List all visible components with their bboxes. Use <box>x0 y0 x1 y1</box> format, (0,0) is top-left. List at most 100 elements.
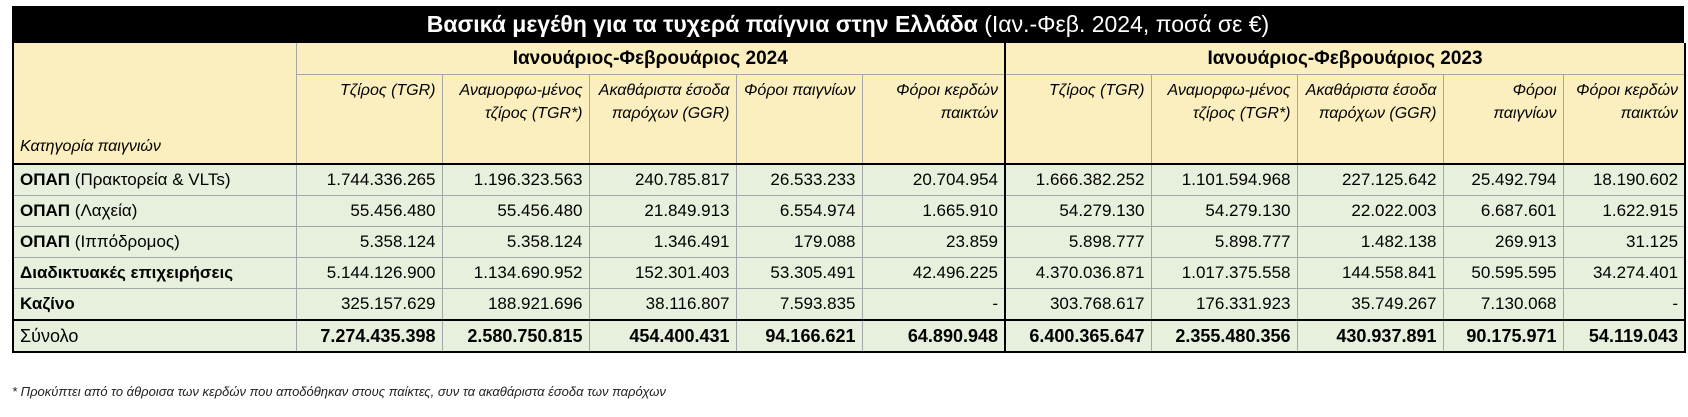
col-header: Φόροι κερδών παικτών <box>862 74 1006 165</box>
cell: 1.134.690.952 <box>442 257 590 289</box>
cell: 269.913 <box>1443 226 1564 258</box>
total-label: Σύνολο <box>13 320 297 352</box>
cell: 240.785.817 <box>589 164 737 196</box>
col-header: Αναμορφω-μένος τζίρος (TGR*) <box>1151 74 1298 165</box>
cell: 53.305.491 <box>736 257 863 289</box>
table-row: Καζίνο 325.157.629 188.921.696 38.116.80… <box>13 288 1686 321</box>
cell: 1.665.910 <box>862 195 1006 227</box>
col-header: Φόροι παιγνίων <box>1443 74 1564 165</box>
total-cell: 54.119.043 <box>1563 320 1686 352</box>
row-label-bold: Διαδικτυακές επιχειρήσεις <box>20 263 234 282</box>
row-label-bold: ΟΠΑΠ <box>20 201 71 220</box>
cell: 7.593.835 <box>736 288 863 321</box>
col-header: Αναμορφω-μένος τζίρος (TGR*) <box>442 74 590 165</box>
cell: 23.859 <box>862 226 1006 258</box>
period-header-row: Κατηγορία παιγνιών Ιανουάριος-Φεβρουάριο… <box>13 43 1686 165</box>
cell: 325.157.629 <box>296 288 443 321</box>
cell: 22.022.003 <box>1297 195 1444 227</box>
cell: 20.704.954 <box>862 164 1006 196</box>
cell: 1.196.323.563 <box>442 164 590 196</box>
row-label-rest: (Λαχεία) <box>70 201 138 220</box>
cell: 25.492.794 <box>1443 164 1564 196</box>
total-cell: 94.166.621 <box>736 320 863 352</box>
cell: 176.331.923 <box>1151 288 1298 321</box>
period-2023: Ιανουάριος-Φεβρουάριος 2023 <box>1005 43 1686 75</box>
cell: 1.017.375.558 <box>1151 257 1298 289</box>
cell: - <box>1563 288 1686 321</box>
cell: 5.898.777 <box>1005 226 1152 258</box>
cell: 35.749.267 <box>1297 288 1444 321</box>
cell: 1.101.594.968 <box>1151 164 1298 196</box>
cell: 50.595.595 <box>1443 257 1564 289</box>
cell: 26.533.233 <box>736 164 863 196</box>
cell: 55.456.480 <box>442 195 590 227</box>
row-label-bold: ΟΠΑΠ <box>20 170 71 189</box>
total-cell: 7.274.435.398 <box>296 320 443 352</box>
total-row: Σύνολο 7.274.435.398 2.580.750.815 454.4… <box>13 320 1686 352</box>
row-label: ΟΠΑΠ (Πρακτορεία & VLTs) <box>13 164 297 196</box>
cell: 18.190.602 <box>1563 164 1686 196</box>
cell: 152.301.403 <box>589 257 737 289</box>
row-label-rest: (Ιππόδρομος) <box>70 232 180 251</box>
total-cell: 2.580.750.815 <box>442 320 590 352</box>
table-title-bold: Βασικά μεγέθη για τα τυχερά παίγνια στην… <box>426 11 978 37</box>
row-label-bold: Καζίνο <box>20 294 75 313</box>
footnote: * Προκύπτει από το άθροισα των κερδών πο… <box>12 384 666 399</box>
cell: 55.456.480 <box>296 195 443 227</box>
cell: 6.554.974 <box>736 195 863 227</box>
cell: 1.346.491 <box>589 226 737 258</box>
cell: 7.130.068 <box>1443 288 1564 321</box>
cell: 4.370.036.871 <box>1005 257 1152 289</box>
cell: - <box>862 288 1006 321</box>
table-row: Διαδικτυακές επιχειρήσεις 5.144.126.900 … <box>13 257 1686 289</box>
row-label-rest: (Πρακτορεία & VLTs) <box>70 170 231 189</box>
cell: 227.125.642 <box>1297 164 1444 196</box>
gaming-table-figure: Βασικά μεγέθη για τα τυχερά παίγνια στην… <box>12 6 1687 353</box>
total-cell: 64.890.948 <box>862 320 1006 352</box>
col-header: Φόροι κερδών παικτών <box>1563 74 1686 165</box>
row-label: Καζίνο <box>13 288 297 321</box>
total-cell: 430.937.891 <box>1297 320 1444 352</box>
cell: 38.116.807 <box>589 288 737 321</box>
cell: 31.125 <box>1563 226 1686 258</box>
table-title: Βασικά μεγέθη για τα τυχερά παίγνια στην… <box>12 6 1684 43</box>
cell: 21.849.913 <box>589 195 737 227</box>
cell: 179.088 <box>736 226 863 258</box>
column-header-row: Τζίρος (TGR) Αναμορφω-μένος τζίρος (TGR*… <box>13 74 1686 165</box>
table-row: ΟΠΑΠ (Πρακτορεία & VLTs) 1.744.336.265 1… <box>13 164 1686 196</box>
total-cell: 90.175.971 <box>1443 320 1564 352</box>
cell: 1.482.138 <box>1297 226 1444 258</box>
cell: 5.358.124 <box>442 226 590 258</box>
total-cell: 2.355.480.356 <box>1151 320 1298 352</box>
col-header: Ακαθάριστα έσοδα παρόχων (GGR) <box>1297 74 1444 165</box>
table-title-rest: (Ιαν.-Φεβ. 2024, ποσά σε €) <box>977 11 1270 37</box>
cell: 1.744.336.265 <box>296 164 443 196</box>
cell: 1.666.382.252 <box>1005 164 1152 196</box>
row-label: Διαδικτυακές επιχειρήσεις <box>13 257 297 289</box>
total-cell: 6.400.365.647 <box>1005 320 1152 352</box>
total-cell: 454.400.431 <box>589 320 737 352</box>
row-label-bold: ΟΠΑΠ <box>20 232 71 251</box>
cell: 303.768.617 <box>1005 288 1152 321</box>
cell: 54.279.130 <box>1005 195 1152 227</box>
row-label: ΟΠΑΠ (Ιππόδρομος) <box>13 226 297 258</box>
cell: 188.921.696 <box>442 288 590 321</box>
cell: 42.496.225 <box>862 257 1006 289</box>
cell: 144.558.841 <box>1297 257 1444 289</box>
col-header: Τζίρος (TGR) <box>1005 74 1152 165</box>
col-header: Τζίρος (TGR) <box>296 74 443 165</box>
cell: 34.274.401 <box>1563 257 1686 289</box>
table-row: ΟΠΑΠ (Λαχεία) 55.456.480 55.456.480 21.8… <box>13 195 1686 227</box>
table-row: ΟΠΑΠ (Ιππόδρομος) 5.358.124 5.358.124 1.… <box>13 226 1686 258</box>
cell: 5.144.126.900 <box>296 257 443 289</box>
col-header: Ακαθάριστα έσοδα παρόχων (GGR) <box>589 74 737 165</box>
row-label: ΟΠΑΠ (Λαχεία) <box>13 195 297 227</box>
col-header: Φόροι παιγνίων <box>736 74 863 165</box>
cell: 6.687.601 <box>1443 195 1564 227</box>
data-table: Κατηγορία παιγνιών Ιανουάριος-Φεβρουάριο… <box>12 43 1687 353</box>
category-header: Κατηγορία παιγνιών <box>13 43 297 165</box>
cell: 5.898.777 <box>1151 226 1298 258</box>
cell: 5.358.124 <box>296 226 443 258</box>
cell: 1.622.915 <box>1563 195 1686 227</box>
period-2024: Ιανουάριος-Φεβρουάριος 2024 <box>296 43 1006 75</box>
